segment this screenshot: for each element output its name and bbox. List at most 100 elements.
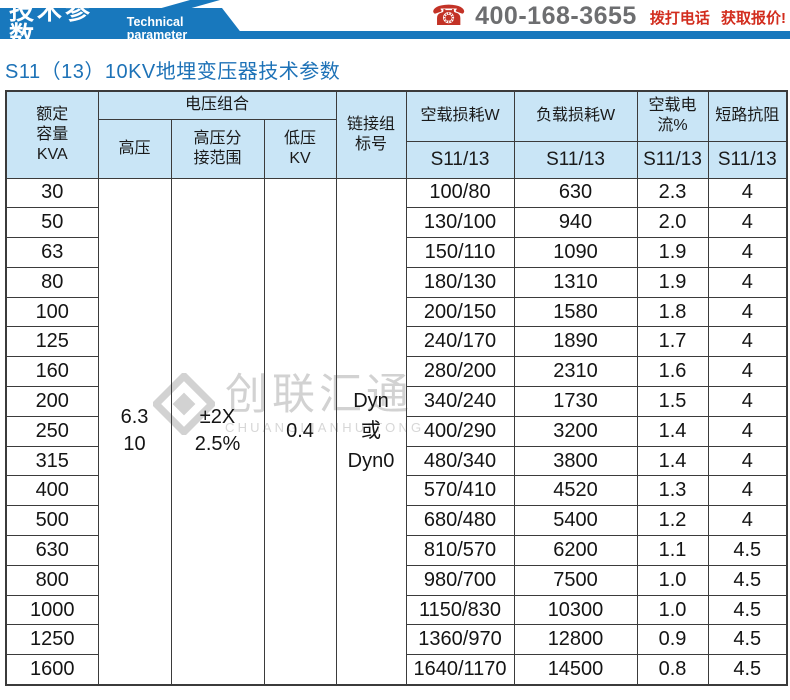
impedance-cell: 4 [707, 386, 788, 417]
no-load-loss-cell: 150/110 [405, 237, 515, 268]
contact-bar: ☎ 400-168-3655 拨打电话 获取报价! [431, 1, 786, 31]
no-load-loss-cell: 1150/830 [405, 594, 515, 626]
header-impedance: 短路抗阻 [707, 90, 788, 142]
no-load-loss-cell: 240/170 [405, 326, 515, 358]
capacity-cell: 400 [5, 475, 99, 507]
header-no-load-current: 空载电流% [636, 90, 709, 142]
header-model-no-load-current: S11/13 [636, 140, 709, 179]
impedance-cell: 4.5 [707, 594, 788, 626]
no-load-current-cell: 1.7 [636, 326, 709, 358]
load-loss-cell: 1580 [513, 296, 638, 328]
header-load-loss: 负载损耗W [513, 90, 638, 142]
load-loss-cell: 940 [513, 207, 638, 239]
no-load-loss-cell: 400/290 [405, 415, 515, 447]
merged-lv-cell: 0.4 [263, 177, 337, 686]
load-loss-cell: 3800 [513, 445, 638, 477]
impedance-cell: 4 [707, 445, 788, 477]
load-loss-cell: 12800 [513, 624, 638, 656]
no-load-loss-cell: 280/200 [405, 356, 515, 388]
no-load-current-cell: 0.8 [636, 654, 709, 686]
load-loss-cell: 14500 [513, 654, 638, 686]
header-capacity: 额定 容量 KVA [5, 90, 99, 179]
merged-hv-tap-cell: ±2X 2.5% [170, 177, 265, 686]
no-load-current-cell: 1.4 [636, 415, 709, 447]
header-model-no-load-loss: S11/13 [405, 140, 515, 179]
header-model-impedance: S11/13 [707, 140, 788, 179]
load-loss-cell: 630 [513, 177, 638, 209]
no-load-current-cell: 1.0 [636, 594, 709, 626]
capacity-cell: 63 [5, 237, 99, 268]
table-row: 160 280/200 2310 1.6 4 [5, 356, 788, 388]
load-loss-cell: 2310 [513, 356, 638, 388]
capacity-cell: 630 [5, 535, 99, 566]
header-vector-group: 链接组 标号 [335, 90, 407, 179]
load-loss-cell: 10300 [513, 594, 638, 626]
capacity-cell: 125 [5, 326, 99, 358]
no-load-current-cell: 2.3 [636, 177, 709, 209]
no-load-current-cell: 1.4 [636, 445, 709, 477]
table-row: 400 570/410 4520 1.3 4 [5, 475, 788, 507]
no-load-loss-cell: 200/150 [405, 296, 515, 328]
impedance-cell: 4.5 [707, 624, 788, 656]
banner-title-cn: 技术参数 [9, 0, 94, 50]
no-load-loss-cell: 810/570 [405, 535, 515, 566]
no-load-loss-cell: 340/240 [405, 386, 515, 417]
impedance-cell: 4 [707, 505, 788, 537]
load-loss-cell: 6200 [513, 535, 638, 566]
impedance-cell: 4 [707, 177, 788, 209]
table-row: 125 240/170 1890 1.7 4 [5, 326, 788, 358]
header-voltage-group: 电压组合 [97, 90, 337, 120]
no-load-loss-cell: 180/130 [405, 266, 515, 298]
header-blue-strip [0, 31, 790, 39]
capacity-cell: 80 [5, 266, 99, 298]
impedance-cell: 4.5 [707, 564, 788, 596]
no-load-loss-cell: 480/340 [405, 445, 515, 477]
load-loss-cell: 5400 [513, 505, 638, 537]
load-loss-cell: 1090 [513, 237, 638, 268]
no-load-loss-cell: 570/410 [405, 475, 515, 507]
phone-number[interactable]: 400-168-3655 [475, 1, 637, 30]
table-row: 630 810/570 6200 1.1 4.5 [5, 535, 788, 566]
impedance-cell: 4 [707, 415, 788, 447]
capacity-cell: 200 [5, 386, 99, 417]
capacity-cell: 250 [5, 415, 99, 447]
capacity-cell: 100 [5, 296, 99, 328]
no-load-current-cell: 1.9 [636, 237, 709, 268]
parameters-section: 创联汇通 CHUANGLIANHUITONG 额定 容量 KVA 电压组合 链接… [5, 90, 788, 687]
no-load-current-cell: 1.3 [636, 475, 709, 507]
no-load-loss-cell: 980/700 [405, 564, 515, 596]
table-row: 315 480/340 3800 1.4 4 [5, 445, 788, 477]
table-row: 1600 1640/1170 14500 0.8 4.5 [5, 654, 788, 686]
capacity-cell: 30 [5, 177, 99, 209]
call-cta-link[interactable]: 拨打电话 获取报价! [649, 9, 786, 27]
impedance-cell: 4 [707, 266, 788, 298]
header-hv: 高压 [97, 118, 172, 179]
capacity-cell: 315 [5, 445, 99, 477]
table-row: 250 400/290 3200 1.4 4 [5, 415, 788, 447]
header-hv-tap: 高压分 接范围 [170, 118, 265, 179]
no-load-current-cell: 1.8 [636, 296, 709, 328]
no-load-loss-cell: 1640/1170 [405, 654, 515, 686]
table-row: 100 200/150 1580 1.8 4 [5, 296, 788, 328]
parameters-table: 额定 容量 KVA 电压组合 链接组 标号 空载损耗W 负载损耗W 空载电流% … [5, 90, 788, 687]
section-banner: 技术参数 Technical parameter [0, 8, 246, 39]
banner-diagonal-decor-icon [158, 0, 220, 9]
impedance-cell: 4 [707, 207, 788, 239]
impedance-cell: 4 [707, 237, 788, 268]
header-no-load-loss: 空载损耗W [405, 90, 515, 142]
capacity-cell: 1600 [5, 654, 99, 686]
page-header: 技术参数 Technical parameter ☎ 400-168-3655 … [0, 0, 790, 45]
page-title: S11（13）10KV地埋变压器技术参数 [5, 61, 341, 83]
capacity-cell: 800 [5, 564, 99, 596]
table-body: 30 6.3 10 ±2X 2.5% 0.4 Dyn 或 Dyn0 100/80 630 2.… [5, 177, 788, 686]
table-row: 50 130/100 940 2.0 4 [5, 207, 788, 239]
table-header: 额定 容量 KVA 电压组合 链接组 标号 空载损耗W 负载损耗W 空载电流% … [5, 90, 788, 179]
capacity-cell: 160 [5, 356, 99, 388]
capacity-cell: 1000 [5, 594, 99, 626]
no-load-loss-cell: 100/80 [405, 177, 515, 209]
no-load-loss-cell: 1360/970 [405, 624, 515, 656]
no-load-current-cell: 1.6 [636, 356, 709, 388]
load-loss-cell: 7500 [513, 564, 638, 596]
impedance-cell: 4 [707, 296, 788, 328]
merged-vector-group-cell: Dyn 或 Dyn0 [335, 177, 407, 686]
